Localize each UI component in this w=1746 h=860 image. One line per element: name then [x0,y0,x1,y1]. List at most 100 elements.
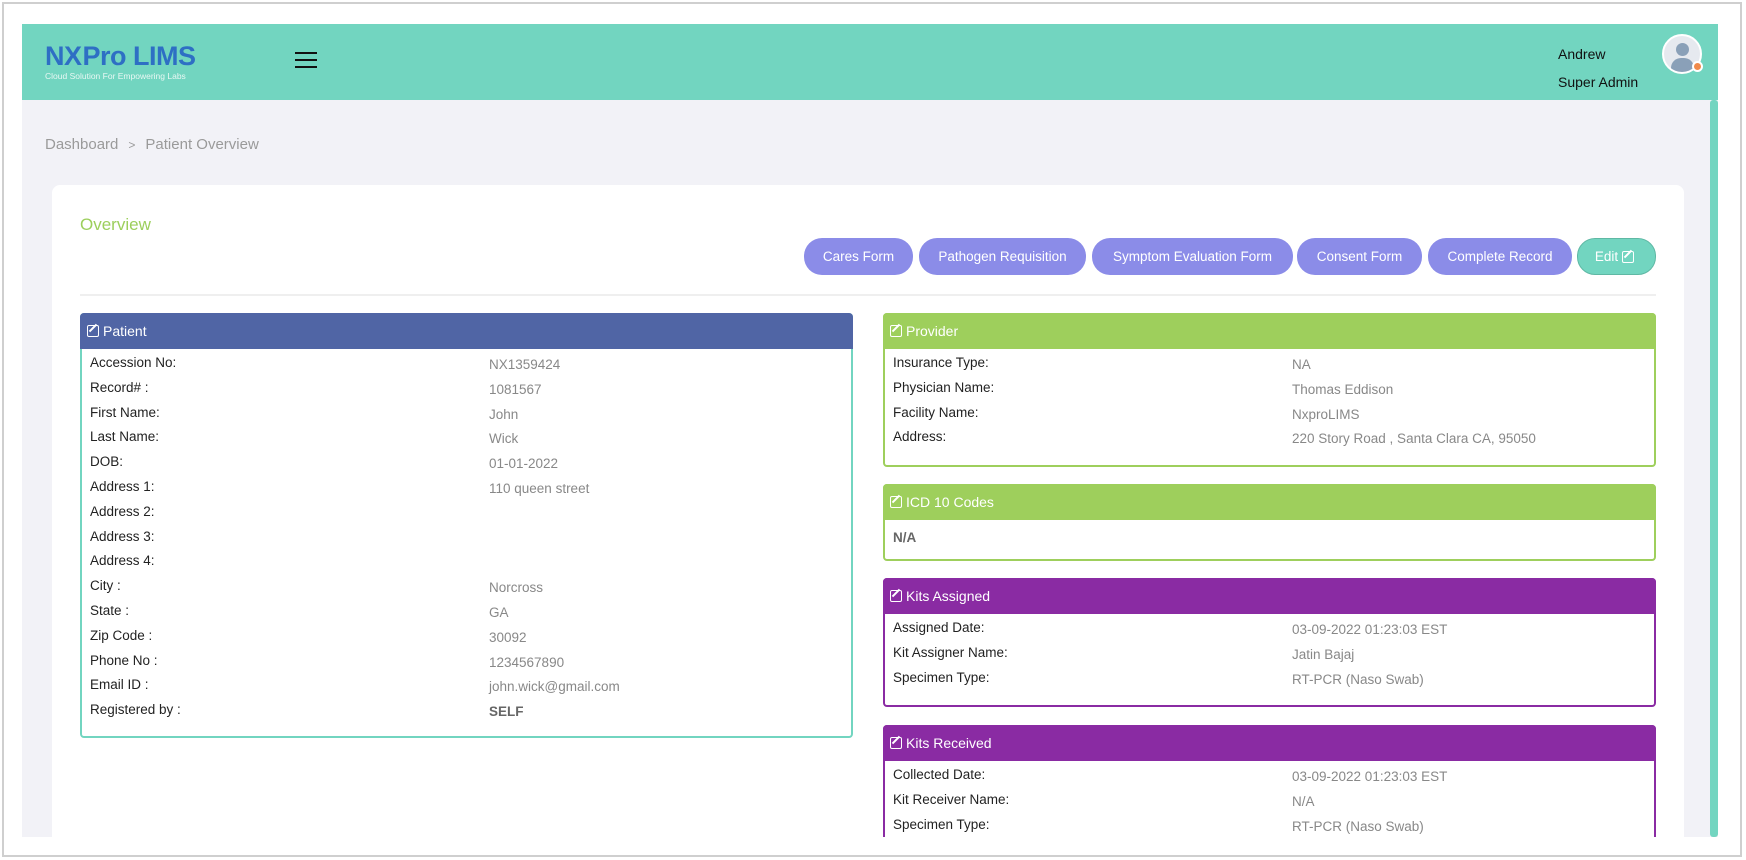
field-label: Address 2: [90,503,155,519]
logo-tagline: Cloud Solution For Empowering Labs [45,71,186,81]
table-row: Specimen Type: RT-PCR (Naso Swab) [893,670,1646,695]
consent-form-button[interactable]: Consent Form [1297,238,1422,275]
field-value: Thomas Eddison [1292,381,1394,397]
avatar[interactable] [1662,34,1702,74]
cares-form-button[interactable]: Cares Form [804,238,913,275]
symptom-evaluation-form-button[interactable]: Symptom Evaluation Form [1092,238,1293,275]
field-label: Address 4: [90,553,155,569]
field-value: NX1359424 [489,357,561,372]
breadcrumb: Dashboard > Patient Overview [45,136,259,153]
field-value: NxproLIMS [1292,406,1360,422]
field-value: John [489,406,519,422]
field-value: GA [489,604,509,620]
field-label: Last Name: [90,429,160,445]
chevron-right-icon: > [128,138,136,152]
field-label: Assigned Date: [893,620,985,635]
patient-panel-header[interactable]: Patient [80,313,853,349]
field-label: Accession No: [90,355,177,370]
overview-card: Overview Cares Form Pathogen Requisition… [52,185,1684,837]
logo[interactable]: NXPro LIMS Cloud Solution For Empowering… [45,42,205,81]
field-label: Kit Assigner Name: [893,644,1008,660]
field-label: State : [90,602,130,618]
panel-title: Provider [906,323,959,339]
field-label: First Name: [90,404,160,420]
table-row: Address 1: 110 queen street [90,479,843,504]
field-label: DOB: [90,454,124,470]
status-dot-icon [1692,61,1703,72]
field-value: 03-09-2022 01:23:03 EST [1292,769,1448,784]
field-value: 03-09-2022 01:23:03 EST [1292,622,1448,637]
field-label: Email ID : [90,677,149,693]
panel-title: ICD 10 Codes [906,494,994,510]
table-row: City : Norcross [90,578,843,603]
table-row: Collected Date: 03-09-2022 01:23:03 EST [893,767,1646,792]
table-row: Facility Name: NxproLIMS [893,405,1646,430]
field-label: Address 1: [90,478,155,494]
table-row: Record# : 1081567 [90,380,843,405]
field-value: 220 Story Road , Santa Clara CA, 95050 [1292,431,1536,447]
breadcrumb-current: Patient Overview [145,136,259,153]
patient-panel: Patient Accession No: NX1359424 Record# : 1… [80,313,853,738]
field-label: Registered by : [90,702,181,718]
kits-received-header[interactable]: Kits Received [883,725,1656,761]
field-label: Specimen Type: [893,816,990,832]
page-title: Overview [80,215,151,234]
logo-prefix: NX [45,41,82,71]
field-label: City : [90,578,121,594]
divider [80,294,1656,296]
field-label: Zip Code : [90,627,153,643]
table-row: Assigned Date: 03-09-2022 01:23:03 EST [893,620,1646,645]
table-row: State : GA [90,603,843,628]
table-row: Address 4: [90,553,843,578]
table-row: DOB: 01-01-2022 [90,454,843,479]
kits-assigned-header[interactable]: Kits Assigned [883,578,1656,614]
table-row: Physician Name: Thomas Eddison [893,380,1646,405]
table-row: Accession No: NX1359424 [90,355,843,380]
field-value: RT-PCR (Naso Swab) [1292,818,1424,834]
field-value: SELF [489,704,524,720]
table-row: Address 3: [90,529,843,554]
field-label: Insurance Type: [893,355,989,370]
menu-toggle-icon[interactable] [295,52,317,70]
icd-codes-panel: ICD 10 Codes N/A [883,484,1656,561]
field-label: Facility Name: [893,404,979,420]
provider-panel: Provider Insurance Type: NA Physician Name… [883,313,1656,467]
field-value: RT-PCR (Naso Swab) [1292,671,1424,687]
field-value: 1234567890 [489,654,565,670]
app: NXPro LIMS Cloud Solution For Empowering… [22,24,1718,837]
provider-panel-header[interactable]: Provider [883,313,1656,349]
table-row: Email ID : john.wick@gmail.com [90,677,843,702]
user-info[interactable]: Andrew Super Admin [1558,40,1638,96]
field-label: Address: [893,429,947,445]
table-row: Zip Code : 30092 [90,628,843,653]
edit-icon [87,325,99,337]
panel-title: Kits Assigned [906,588,991,604]
field-value: NA [1292,357,1311,372]
panel-title: Kits Received [906,735,992,751]
field-value: Jatin Bajaj [1292,646,1355,662]
edit-icon [890,496,902,508]
table-row: First Name: John [90,405,843,430]
breadcrumb-dashboard[interactable]: Dashboard [45,136,119,153]
icd-panel-header[interactable]: ICD 10 Codes [883,484,1656,520]
table-row: Address: 220 Story Road , Santa Clara CA,… [893,429,1646,454]
edit-icon [890,325,902,337]
edit-button[interactable]: Edit [1577,238,1656,275]
table-row: Registered by : SELF [90,702,843,727]
field-value: Norcross [489,580,544,596]
icd-value: N/A [893,530,917,545]
complete-record-button[interactable]: Complete Record [1428,238,1572,275]
field-value: 01-01-2022 [489,456,559,472]
user-name: Andrew [1558,46,1606,62]
scrollbar[interactable] [1710,100,1718,837]
field-label: Physician Name: [893,379,995,395]
field-label: Collected Date: [893,767,986,782]
field-label: Record# : [90,379,149,395]
kits-received-panel: Kits Received Collected Date: 03-09-2022 … [883,725,1656,837]
pathogen-requisition-button[interactable]: Pathogen Requisition [919,238,1086,275]
table-row: Phone No : 1234567890 [90,653,843,678]
kits-assigned-panel: Kits Assigned Assigned Date: 03-09-2022 0… [883,578,1656,707]
edit-label: Edit [1594,249,1619,264]
panel-title: Patient [103,323,147,339]
user-role: Super Admin [1558,74,1639,90]
